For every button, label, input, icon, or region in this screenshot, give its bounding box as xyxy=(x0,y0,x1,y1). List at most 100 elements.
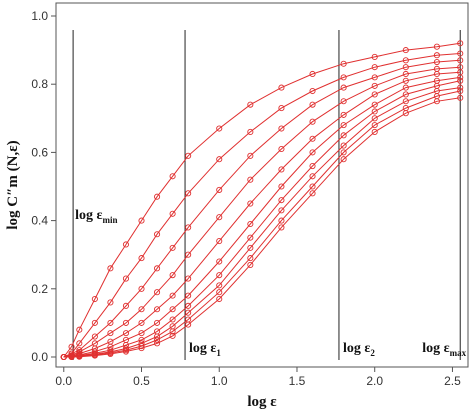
data-point xyxy=(216,289,223,296)
y-tick-label: 0.0 xyxy=(31,350,48,364)
marker-label: log ε2 xyxy=(343,341,375,358)
data-point xyxy=(433,52,440,59)
series-layer xyxy=(60,40,464,361)
data-point xyxy=(169,292,176,299)
data-point xyxy=(107,319,114,326)
data-point xyxy=(247,261,254,268)
data-point xyxy=(216,272,223,279)
data-point xyxy=(340,60,347,67)
marker-label: log εmin xyxy=(75,208,117,225)
data-point xyxy=(457,50,464,57)
x-axis-title: log ε xyxy=(247,394,277,410)
series-1 xyxy=(60,40,464,361)
data-point xyxy=(433,98,440,105)
data-point xyxy=(371,101,378,108)
data-point xyxy=(278,84,285,91)
data-point xyxy=(402,91,409,98)
data-point xyxy=(402,70,409,78)
data-point xyxy=(169,173,176,180)
plot-frame xyxy=(55,2,469,368)
data-point xyxy=(340,84,347,91)
data-point xyxy=(122,275,130,282)
data-point xyxy=(371,122,378,129)
data-point xyxy=(138,345,145,352)
data-point xyxy=(247,176,254,183)
data-point xyxy=(91,319,98,326)
series-line xyxy=(63,90,461,358)
data-point xyxy=(107,299,114,306)
data-point xyxy=(185,302,192,309)
data-point xyxy=(169,306,176,313)
data-point xyxy=(247,244,254,251)
data-point xyxy=(68,353,75,361)
data-point xyxy=(216,186,223,193)
data-point xyxy=(185,152,192,159)
data-point xyxy=(247,101,254,108)
data-point xyxy=(278,105,285,112)
data-point xyxy=(247,234,254,241)
y-axis-title: log C″m (N,ε) xyxy=(5,140,21,229)
data-point xyxy=(433,43,440,50)
data-point xyxy=(371,82,378,89)
y-tick-label: 0.8 xyxy=(31,77,48,91)
x-tick-label: 0.0 xyxy=(55,374,72,388)
data-point xyxy=(371,53,378,60)
data-point xyxy=(76,353,83,360)
data-point xyxy=(60,353,67,361)
data-point xyxy=(154,231,161,238)
y-tick-label: 1.0 xyxy=(31,9,48,23)
data-point xyxy=(433,70,440,78)
data-point xyxy=(107,330,114,337)
data-point xyxy=(371,115,378,122)
data-point xyxy=(169,332,176,339)
x-tick-label: 2.5 xyxy=(444,374,461,388)
series-8 xyxy=(60,84,464,361)
series-9 xyxy=(60,87,464,361)
data-point xyxy=(138,285,145,292)
data-point xyxy=(309,118,316,125)
data-point xyxy=(185,275,192,282)
data-point xyxy=(371,128,378,135)
data-point xyxy=(138,217,145,224)
data-point xyxy=(122,302,130,309)
data-point xyxy=(216,258,223,265)
data-point xyxy=(278,207,285,214)
series-line xyxy=(63,59,461,358)
data-point xyxy=(138,330,145,337)
series-line xyxy=(63,97,461,358)
data-point xyxy=(402,98,409,105)
data-point xyxy=(91,295,98,303)
data-point xyxy=(247,200,254,207)
series-line xyxy=(63,87,461,358)
data-point xyxy=(169,272,176,279)
y-tick-label: 0.4 xyxy=(31,214,48,228)
data-point xyxy=(247,152,254,159)
data-point xyxy=(371,64,378,71)
data-point xyxy=(309,70,316,78)
data-point xyxy=(340,122,347,129)
data-point xyxy=(309,183,316,190)
data-point xyxy=(122,348,130,355)
data-point xyxy=(340,111,347,118)
data-point xyxy=(154,340,161,347)
series-2 xyxy=(60,50,464,361)
data-point xyxy=(402,64,409,71)
data-point xyxy=(169,210,176,217)
data-point xyxy=(278,145,285,153)
data-point xyxy=(371,74,378,81)
y-tick-label: 0.6 xyxy=(31,145,48,159)
data-point xyxy=(457,94,464,101)
data-point xyxy=(122,241,130,248)
data-point xyxy=(185,190,192,197)
data-point xyxy=(278,125,285,132)
data-point xyxy=(107,350,114,357)
data-point xyxy=(278,197,285,204)
data-point xyxy=(185,292,192,299)
data-point xyxy=(154,265,161,272)
data-point xyxy=(216,156,223,163)
data-point xyxy=(138,319,145,326)
y-tick-label: 0.2 xyxy=(31,282,48,296)
data-point xyxy=(154,289,161,296)
data-point xyxy=(340,149,347,156)
